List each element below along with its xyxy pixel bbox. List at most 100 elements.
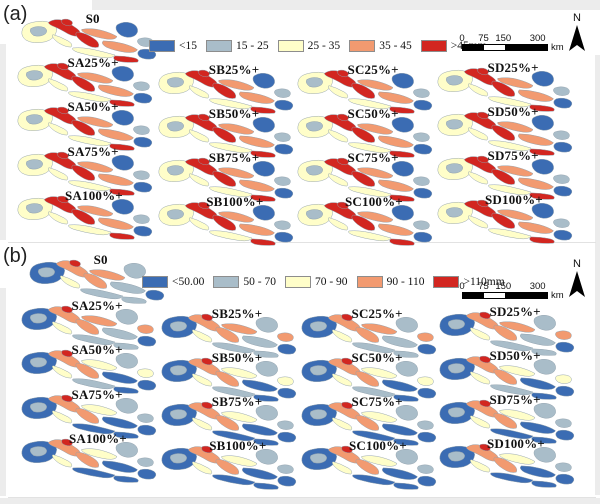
scale-bar-ticks: 0 75 150 300 [459,33,546,44]
map-a-sc25: SC25%+ [296,63,438,115]
legend-swatch-gray [213,276,240,288]
legend-label: 70 - 90 [314,276,348,288]
map-label: S0 [93,252,108,267]
map-label: SD50%+ [489,348,541,363]
map-label: SC75%+ [347,150,399,165]
map-b-sb25: SB25%+ [160,307,302,359]
north-label: N [573,12,581,24]
north-arrow-icon [569,25,585,52]
legend-swatch-red [433,276,460,288]
map-label: SD100%+ [486,436,545,451]
map-a-sb75: SB75%+ [157,151,299,203]
map-b-sb100: SB100%+ [160,439,302,491]
legend-item: 70 - 90 [284,276,348,288]
map-a-sa75: SA75%+ [16,145,158,197]
map-b-sd100: SD100%+ [438,437,580,489]
map-label: SB100%+ [209,438,267,453]
map-label: SC100%+ [348,438,407,453]
map-a-sa50: SA50%+ [16,100,158,152]
map-a-s0: S0 [20,12,162,64]
map-label: SD75%+ [489,392,541,407]
map-b-sc100: SC100%+ [300,439,442,491]
legend-item: 90 - 110 [356,276,425,288]
map-b-sb75: SB75%+ [160,395,302,447]
legend-label: <50.00 [172,276,205,288]
legend-panel-a: <15 15 - 25 25 - 35 35 - 45 >45mm [149,40,496,52]
map-label: SA25%+ [71,298,123,313]
map-b-sd25: SD25%+ [438,305,580,357]
legend-label: 25 - 35 [307,40,341,52]
legend-swatch-blue [142,276,168,288]
legend-item: 25 - 35 [277,40,341,52]
legend-swatch-gray [206,40,232,52]
map-b-sc75: SC75%+ [300,395,442,447]
map-label: SD25%+ [487,60,539,75]
scale-bar-unit: km [551,290,564,301]
scale-bar-ticks: 0 75 150 300 [459,281,546,292]
map-label: SA50%+ [67,99,119,114]
map-b-sa75: SA75%+ [20,388,162,440]
north-arrow-a: N [566,12,588,52]
map-label: SA75%+ [71,387,123,402]
map-label: SB25%+ [211,306,263,321]
legend-label: 50 - 70 [243,276,276,288]
north-arrow-icon [569,271,585,298]
map-b-sc25: SC25%+ [300,307,442,359]
panel-divider [8,242,596,243]
legend-label: <15 [179,40,197,52]
map-a-sb25: SB25%+ [157,63,299,115]
map-label: SA25%+ [67,55,119,70]
legend-item: <15 [149,40,197,52]
map-label: SB50%+ [208,106,260,121]
legend-swatch-yellow [284,276,311,288]
map-b-sa50: SA50%+ [20,343,162,395]
scale-bar-b: 0 75 150 300 km [459,281,563,301]
panel-a-label: (a) [3,3,28,25]
map-b-sd75: SD75%+ [438,393,580,445]
legend-label: 90 - 110 [386,276,425,288]
legend-item: 35 - 45 [349,40,412,52]
page-edge-left-b [0,288,6,496]
scale-bar-segments [462,292,548,299]
page-edge-left-a [0,44,6,240]
legend-swatch-red [420,40,447,52]
map-label: SA50%+ [71,342,123,357]
map-b-sb50: SB50%+ [160,351,302,403]
scale-bar-a: 0 75 150 300 km [459,33,563,53]
map-a-sd100: SD100%+ [436,193,578,245]
map-label: SB100%+ [206,194,264,209]
scale-bar-segments [462,44,548,51]
map-a-sd75: SD75%+ [436,149,578,201]
map-a-sc100: SC100%+ [296,195,438,247]
map-label: SB50%+ [211,350,263,365]
legend-swatch-orange [356,276,383,288]
map-label: S0 [85,11,100,26]
map-a-sa100: SA100%+ [16,189,158,241]
legend-panel-b: <50.00 50 - 70 70 - 90 90 - 110 >110mm [142,276,514,288]
map-label: SD50%+ [487,104,539,119]
map-a-sa25: SA25%+ [16,56,158,108]
map-a-sc50: SC50%+ [296,107,438,159]
page-edge-top [92,0,600,10]
legend-swatch-yellow [277,40,304,52]
map-a-sb50: SB50%+ [157,107,299,159]
map-label: SC50%+ [351,350,403,365]
page-edge-bottom [0,498,600,504]
legend-swatch-orange [349,40,376,52]
north-label: N [573,258,581,270]
map-label: SD100%+ [484,192,543,207]
scale-bar-unit: km [551,42,564,53]
map-b-sd50: SD50%+ [438,349,580,401]
map-label: SB25%+ [208,62,260,77]
map-a-sd25: SD25%+ [436,61,578,113]
map-label: SB75%+ [211,394,263,409]
legend-item: 15 - 25 [206,40,269,52]
map-b-sa100: SA100%+ [20,432,162,484]
map-label: SA100%+ [68,431,127,446]
legend-item: <50.00 [142,276,204,288]
map-label: SD25%+ [489,304,541,319]
map-b-sc50: SC50%+ [300,351,442,403]
legend-label: 15 - 25 [236,40,269,52]
map-label: SD75%+ [487,148,539,163]
